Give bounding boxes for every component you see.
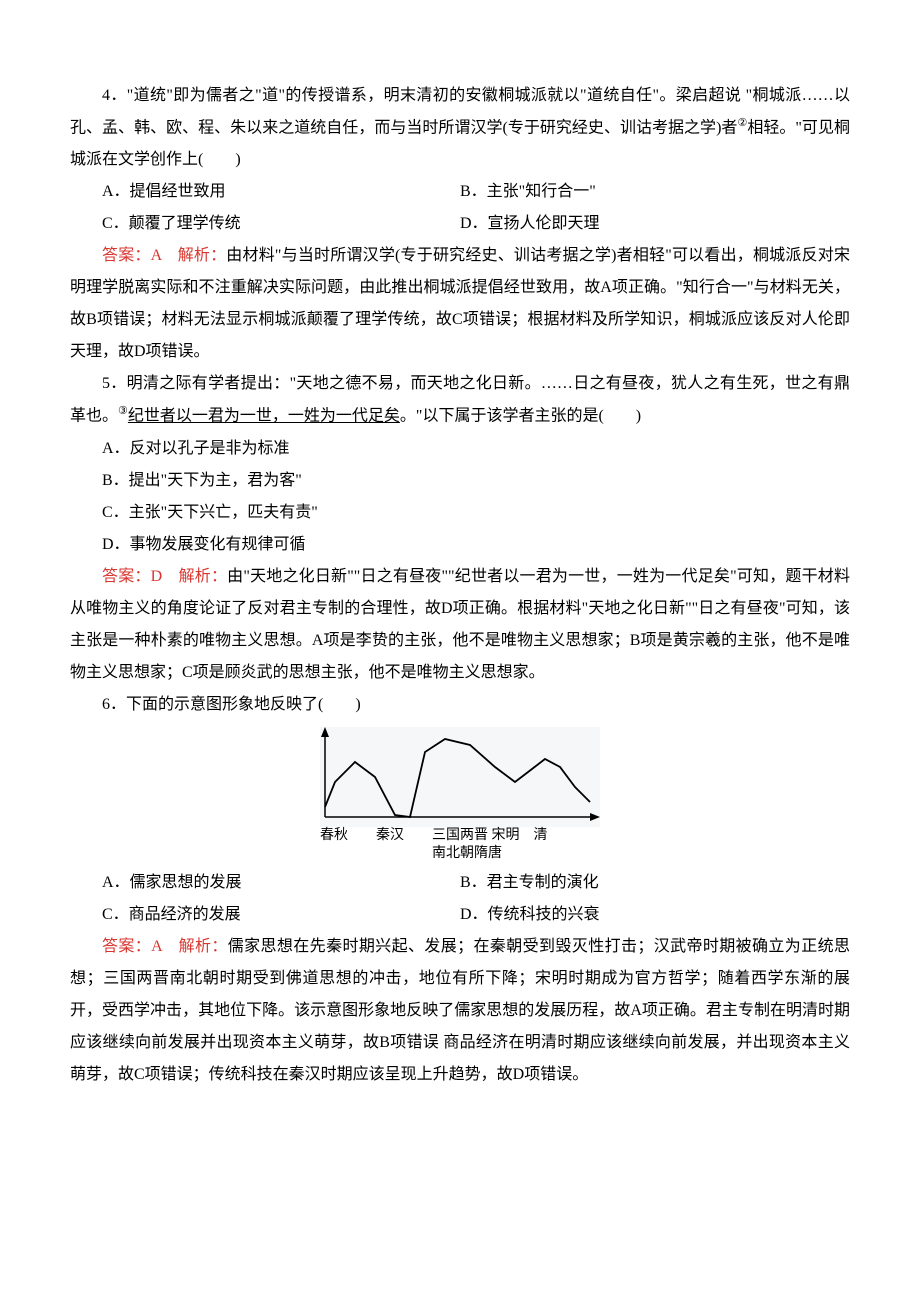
q5-option-b: B．提出"天下为主，君为客": [70, 465, 850, 497]
q4-ans-sep: [161, 247, 177, 264]
q4-answer: 答案：A 解析：由材料"与当时所谓汉学(专于研究经史、训诂考据之学)者相轻"可以…: [70, 240, 850, 368]
q4-ans-label: 答案：A: [102, 247, 161, 264]
q6-answer: 答案：A 解析：儒家思想在先秦时期兴起、发展；在秦朝受到毁灭性打击；汉武帝时期被…: [70, 931, 850, 1091]
q6-stem: 6．下面的示意图形象地反映了( ): [70, 689, 850, 721]
q6-option-d: D．传统科技的兴衰: [460, 899, 850, 931]
q4-sup: ②: [737, 117, 747, 129]
q4-stem-a: 4．"道统"即为儒者之"道"的传授谱系，明末清初的安徽桐城派就以"道统自任"。梁…: [70, 87, 850, 136]
q6-jiexi-label: 解析：: [179, 938, 228, 955]
q5-ans-sep: [162, 568, 178, 585]
chart-labels-2: 南北朝隋唐: [320, 846, 502, 861]
q5-stem-c: 。"以下属于该学者主张的是( ): [400, 408, 641, 425]
q4-jiexi-label: 解析：: [178, 247, 227, 264]
q6-options-row-1: A．儒家思想的发展 B．君主专制的演化: [70, 867, 850, 899]
q4-option-d: D．宣扬人伦即天理: [460, 208, 850, 240]
q5-stem-u: 纪世者以一君为一世，一姓为一代足矣: [128, 408, 400, 425]
q6-option-c: C．商品经济的发展: [70, 899, 460, 931]
q4-options-row-1: A．提倡经世致用 B．主张"知行合一": [70, 176, 850, 208]
q5-stem: 5．明清之际有学者提出："天地之德不易，而天地之化日新。……日之有昼夜，犹人之有…: [70, 368, 850, 432]
q4-option-b: B．主张"知行合一": [460, 176, 850, 208]
q5-option-c: C．主张"天下兴亡，匹夫有责": [70, 497, 850, 529]
q4-stem: 4．"道统"即为儒者之"道"的传授谱系，明末清初的安徽桐城派就以"道统自任"。梁…: [70, 80, 850, 176]
q5-jiexi-label: 解析：: [179, 568, 228, 585]
q5-option-a: A．反对以孔子是非为标准: [70, 433, 850, 465]
q4-options-row-2: C．颠覆了理学传统 D．宣扬人伦即天理: [70, 208, 850, 240]
chart-x-labels: 春秋 秦汉 三国两晋 宋明 清 南北朝隋唐: [320, 827, 600, 863]
q5-option-d: D．事物发展变化有规律可循: [70, 529, 850, 561]
q6-chart-box: 春秋 秦汉 三国两晋 宋明 清 南北朝隋唐: [320, 727, 600, 863]
chart-labels-1: 春秋 秦汉 三国两晋 宋明 清: [320, 828, 548, 843]
q6-jiexi-text: 儒家思想在先秦时期兴起、发展；在秦朝受到毁灭性打击；汉武帝时期被确立为正统思想；…: [70, 938, 850, 1083]
q6-ans-sep: [162, 938, 179, 955]
q4-option-c: C．颠覆了理学传统: [70, 208, 460, 240]
q6-chart: 春秋 秦汉 三国两晋 宋明 清 南北朝隋唐: [70, 727, 850, 863]
q6-option-b: B．君主专制的演化: [460, 867, 850, 899]
q6-options-row-2: C．商品经济的发展 D．传统科技的兴衰: [70, 899, 850, 931]
q6-chart-svg: [320, 727, 600, 827]
q5-answer: 答案：D 解析：由"天地之化日新""日之有昼夜""纪世者以一君为一世，一姓为一代…: [70, 561, 850, 689]
q5-ans-label: 答案：D: [102, 568, 162, 585]
q5-sup: ③: [118, 405, 128, 417]
q4-option-a: A．提倡经世致用: [70, 176, 460, 208]
q6-ans-label: 答案：A: [102, 938, 162, 955]
q6-option-a: A．儒家思想的发展: [70, 867, 460, 899]
